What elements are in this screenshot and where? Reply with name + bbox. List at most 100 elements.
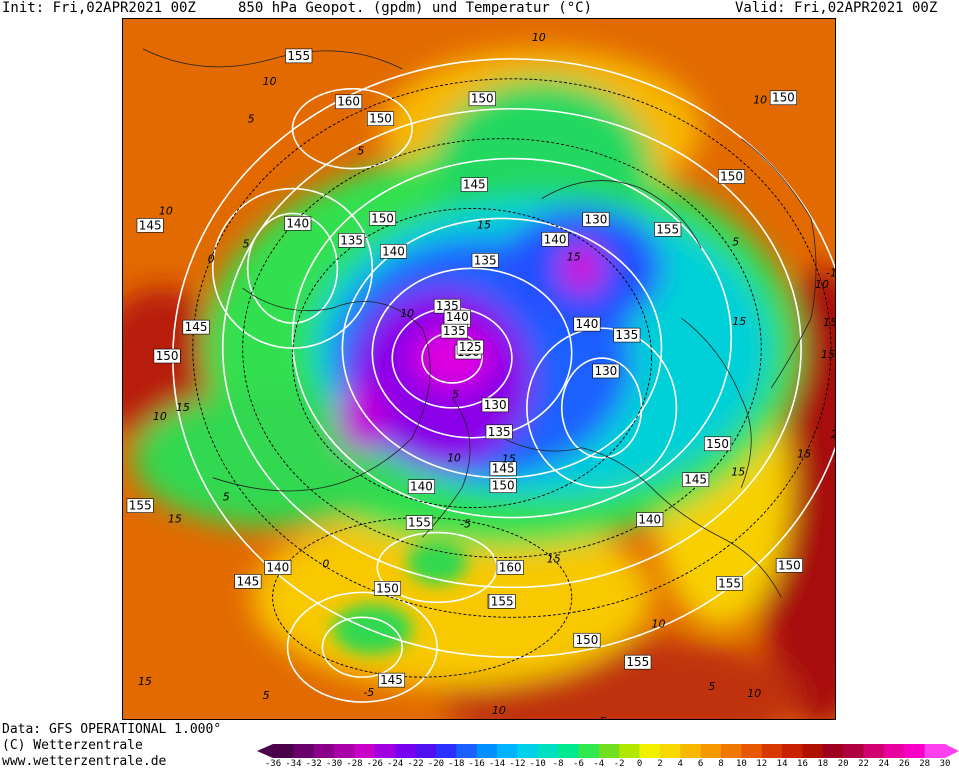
colorbar-tick-label: 30	[939, 759, 951, 769]
colorbar-tick-label: -36	[264, 759, 282, 769]
temperature-label: 5	[248, 113, 255, 126]
colorbar-segment	[293, 744, 315, 758]
temperature-label: 5	[223, 491, 230, 504]
svg-text:125: 125	[459, 340, 482, 354]
temperature-label: 5	[357, 145, 364, 158]
colorbar-segment	[334, 744, 355, 758]
temperature-label: 10	[400, 307, 414, 320]
geopotential-label: 140	[407, 479, 435, 494]
temperature-label: 15	[477, 218, 491, 231]
colorbar-tick-label: -6	[573, 759, 584, 769]
colorbar-segment	[578, 744, 600, 758]
temperature-label: 20	[831, 428, 836, 441]
colorbar-segment	[659, 744, 681, 758]
temperature-label: 0	[208, 252, 215, 265]
svg-text:150: 150	[369, 112, 392, 126]
colorbar-tick-label: 18	[817, 759, 829, 769]
geopotential-label: 150	[573, 632, 601, 648]
temperature-label: 10	[532, 31, 546, 44]
geopotential-label: 155	[624, 654, 652, 670]
temperature-label: 15	[821, 348, 835, 361]
temperature-field	[123, 19, 835, 719]
svg-text:135: 135	[443, 324, 466, 338]
geopotential-label: 130	[481, 397, 509, 413]
svg-text:150: 150	[778, 558, 801, 572]
temperature-colorbar	[257, 744, 959, 758]
temperature-label: 15	[547, 552, 561, 565]
colorbar-segment	[517, 744, 539, 758]
colorbar-segment	[802, 744, 824, 758]
colorbar-segment	[843, 744, 865, 758]
svg-text:145: 145	[236, 574, 259, 588]
temperature-label: -5	[363, 686, 374, 699]
svg-text:140: 140	[544, 232, 567, 246]
colorbar-tick-label: -8	[552, 759, 564, 769]
svg-text:145: 145	[185, 320, 208, 334]
colorbar-segment	[619, 744, 641, 758]
svg-text:145: 145	[463, 178, 486, 192]
svg-text:155: 155	[656, 222, 679, 236]
geopotential-label: 150	[489, 478, 517, 493]
colorbar-segment	[313, 744, 335, 758]
colorbar-segment	[924, 744, 946, 758]
colorbar-tick-label: 6	[697, 759, 704, 769]
svg-text:150: 150	[772, 91, 795, 105]
temperature-labels: 10105510501015101515515105-5155010510-10…	[138, 31, 836, 720]
chart-title: 850 hPa Geopot. (gpdm) und Temperatur (°…	[238, 0, 593, 16]
svg-text:150: 150	[720, 170, 743, 184]
svg-text:150: 150	[156, 349, 179, 363]
temperature-label: 15	[732, 315, 746, 328]
valid-time-label: Valid: Fri,02APR2021 00Z	[735, 0, 938, 16]
colorbar-segment	[700, 744, 722, 758]
geopotential-label: 150	[718, 169, 746, 184]
init-time-label: Init: Fri,02APR2021 00Z	[2, 0, 196, 16]
temperature-label: 5	[243, 237, 250, 250]
geopotential-label: 150	[373, 581, 402, 596]
colorbar-tick-label: 4	[677, 759, 683, 769]
temperature-label: -10	[826, 266, 836, 279]
temperature-label: 15	[138, 675, 152, 688]
colorbar-segment	[883, 744, 905, 758]
geopotential-label: 160	[496, 560, 524, 575]
colorbar-segment	[761, 744, 783, 758]
temperature-label: 15	[567, 250, 581, 263]
svg-text:140: 140	[410, 480, 433, 494]
geopotential-label: 130	[582, 212, 610, 227]
svg-text:155: 155	[718, 576, 741, 590]
temperature-label: 15	[823, 316, 836, 329]
geopotential-label: 150	[367, 111, 395, 126]
temperature-label: 10	[747, 687, 761, 700]
geopotential-label: 155	[654, 222, 682, 237]
geopotential-label: 135	[440, 323, 468, 339]
colorbar-segment	[639, 744, 661, 758]
geopotential-label: 130	[592, 363, 620, 379]
svg-text:155: 155	[408, 516, 431, 530]
svg-text:135: 135	[340, 233, 363, 247]
colorbar-arrow-right	[945, 744, 959, 758]
colorbar-tick-label: -12	[509, 759, 526, 769]
svg-text:140: 140	[382, 244, 405, 258]
geopotential-label: 135	[338, 233, 366, 248]
magenta-core-3	[337, 382, 388, 453]
geopotential-label: 140	[573, 316, 601, 332]
colorbar-segment	[435, 744, 457, 758]
website-link[interactable]: www.wetterzentrale.de	[2, 754, 167, 769]
temperature-label: 10	[815, 278, 829, 291]
colorbar-tick-label: 8	[718, 759, 724, 769]
chart-header: Init: Fri,02APR2021 00Z 850 hPa Geopot. …	[0, 0, 959, 18]
temperature-label: 5	[263, 689, 270, 702]
svg-text:130: 130	[484, 398, 507, 412]
geopotential-label: 145	[489, 461, 517, 476]
colorbar-segment	[741, 744, 763, 758]
temperature-contours	[192, 78, 832, 678]
temperature-label: 5	[600, 715, 607, 720]
colorbar-tick-label: -32	[305, 759, 322, 769]
temperature-label: 10	[652, 617, 666, 630]
colorbar-tick-label: 20	[837, 759, 849, 769]
magenta-core-2	[559, 243, 604, 294]
svg-text:140: 140	[266, 560, 289, 574]
temperature-label: 15	[176, 401, 190, 414]
svg-text:130: 130	[594, 364, 617, 378]
svg-text:135: 135	[436, 299, 459, 313]
